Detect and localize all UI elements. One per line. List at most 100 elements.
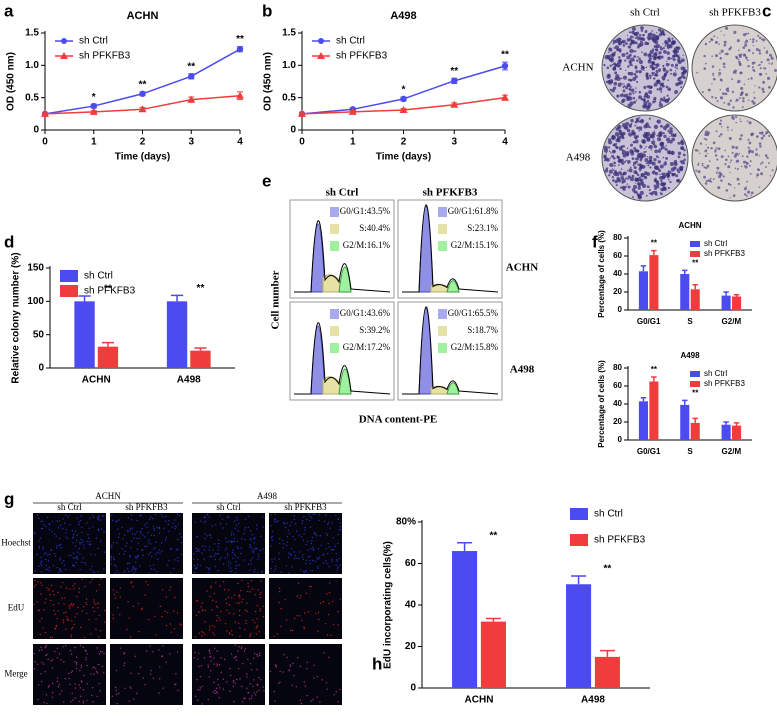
colony — [740, 165, 743, 168]
legend-label: sh Ctrl — [336, 36, 365, 47]
colony — [636, 155, 640, 159]
nucleus — [62, 619, 64, 621]
nucleus — [150, 669, 152, 672]
panel-label: f — [592, 232, 598, 251]
colony — [646, 156, 648, 158]
nucleus — [292, 536, 294, 538]
colony — [759, 67, 762, 70]
colony — [727, 129, 729, 132]
colony — [674, 134, 677, 137]
nucleus — [204, 545, 206, 548]
colony — [623, 85, 626, 88]
colony — [735, 121, 737, 124]
nucleus — [271, 536, 273, 538]
nucleus — [101, 651, 103, 653]
nucleus — [291, 629, 294, 632]
nucleus — [83, 674, 85, 677]
x-axis-title: Time (days) — [115, 152, 170, 163]
nucleus — [194, 521, 197, 523]
colony — [638, 163, 642, 167]
nucleus — [331, 558, 333, 561]
nucleus — [308, 519, 311, 522]
colony — [668, 130, 673, 135]
nucleus — [58, 571, 60, 573]
colony — [664, 160, 667, 163]
colony — [620, 176, 625, 180]
colony — [745, 186, 748, 188]
bar — [649, 255, 659, 310]
nucleus — [260, 591, 262, 594]
nucleus — [288, 533, 291, 535]
nucleus — [100, 540, 102, 542]
colony — [648, 145, 653, 149]
nucleus — [209, 652, 211, 655]
colony — [664, 98, 670, 104]
colony — [747, 146, 750, 149]
colony — [653, 158, 657, 162]
nucleus — [277, 520, 279, 522]
nucleus — [285, 619, 288, 621]
nucleus — [73, 565, 76, 567]
colony — [744, 43, 748, 47]
colony — [768, 162, 770, 165]
colony — [660, 192, 663, 196]
nucleus — [298, 551, 300, 553]
colony — [703, 54, 706, 58]
nucleus — [174, 596, 176, 599]
nucleus — [53, 552, 56, 555]
nucleus — [76, 534, 79, 536]
nucleus — [56, 545, 58, 547]
colony — [752, 52, 755, 55]
nucleus — [91, 570, 94, 572]
colony — [636, 59, 639, 62]
nucleus — [54, 650, 56, 653]
nucleus — [56, 547, 58, 549]
marker — [90, 102, 97, 110]
nucleus — [159, 678, 161, 680]
colony — [747, 138, 750, 141]
colony — [752, 45, 755, 47]
nucleus — [219, 522, 222, 525]
nucleus — [40, 561, 43, 563]
nucleus — [304, 529, 306, 531]
nucleus — [228, 612, 231, 614]
colony — [669, 161, 674, 167]
nucleus — [102, 515, 104, 518]
nucleus — [292, 662, 294, 665]
colony — [613, 47, 616, 49]
nucleus — [233, 520, 236, 522]
colony — [619, 149, 621, 151]
nucleus — [179, 623, 181, 625]
nucleus — [53, 604, 55, 606]
nucleus — [130, 672, 132, 675]
x-tick-label: 4 — [237, 137, 243, 148]
nucleus — [114, 686, 117, 689]
nucleus — [286, 541, 288, 543]
colony — [671, 37, 674, 40]
nucleus — [217, 552, 220, 555]
colony — [705, 144, 707, 146]
colony — [646, 122, 649, 125]
nucleus — [239, 627, 241, 629]
nucleus — [88, 619, 90, 621]
colony — [667, 172, 670, 175]
colony — [615, 38, 620, 44]
colony — [738, 60, 741, 64]
nucleus — [133, 572, 135, 574]
nucleus — [249, 569, 251, 571]
colony — [655, 193, 658, 196]
colony — [611, 154, 615, 158]
x-tick-label: 3 — [451, 137, 457, 148]
nucleus — [33, 585, 36, 588]
nucleus — [235, 655, 237, 658]
nucleus — [284, 523, 286, 525]
g2-peak — [446, 382, 460, 395]
nucleus — [323, 652, 325, 654]
colony — [639, 152, 644, 157]
colony — [630, 88, 635, 93]
nucleus — [231, 551, 234, 554]
colony — [709, 160, 711, 162]
colony — [762, 67, 765, 69]
nucleus — [210, 587, 213, 589]
row-label: Merge — [4, 669, 27, 679]
